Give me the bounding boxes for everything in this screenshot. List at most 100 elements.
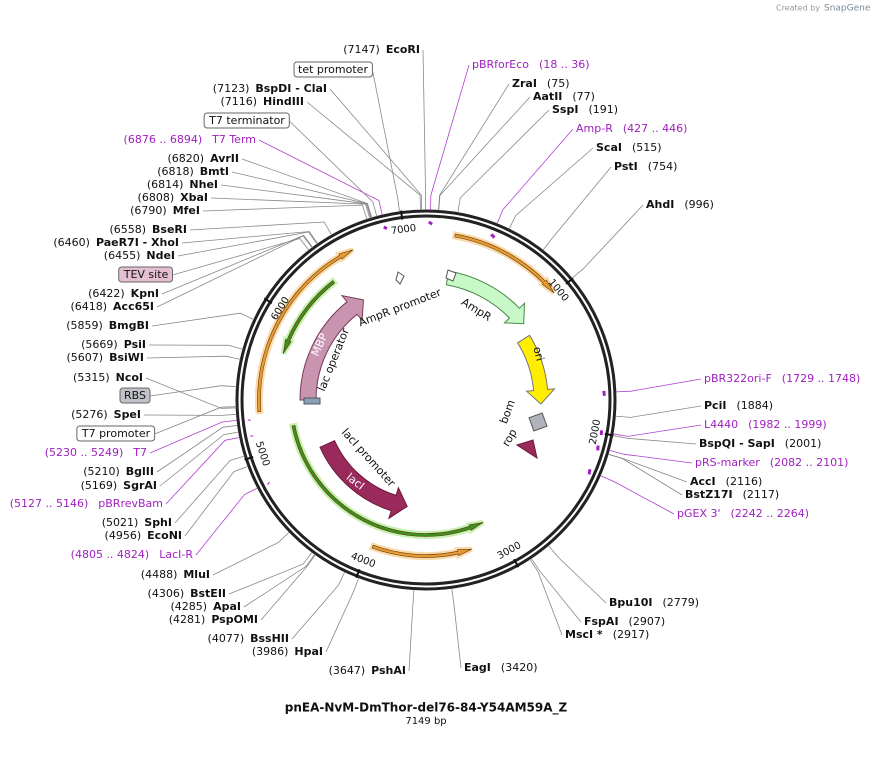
site-label: (5859) BmgBI xyxy=(66,319,149,332)
leader-line xyxy=(609,449,693,464)
site-name: PsiI xyxy=(124,338,146,351)
site-label: (5169) SgrAI xyxy=(81,479,157,492)
site-label: ScaI (515) xyxy=(596,141,662,154)
primer-range: (1982 .. 1999) xyxy=(748,418,827,431)
primer-mark xyxy=(602,390,606,397)
site-position: (6455) xyxy=(104,249,141,262)
leader-line xyxy=(165,437,240,505)
leader-line xyxy=(542,166,612,251)
site-label: FspAI (2907) xyxy=(584,615,665,628)
leader-line xyxy=(329,88,423,211)
feature-arc xyxy=(454,233,555,293)
site-name: ZraI xyxy=(512,77,537,90)
site-name: FspAI xyxy=(584,615,619,628)
site-label: (6814) NheI xyxy=(147,178,218,191)
site-name: EcoNI xyxy=(147,529,182,542)
leader-line xyxy=(228,551,313,595)
leader-line xyxy=(212,531,290,576)
site-position: (6808) xyxy=(138,191,175,204)
backbone-inner xyxy=(240,214,612,586)
site-label: PstI (754) xyxy=(614,160,677,173)
site-name: HindIII xyxy=(263,95,304,108)
feature-ampr xyxy=(445,270,526,325)
site-name: Bpu10I xyxy=(609,596,653,609)
primer-label: Amp-R (427 .. 446) xyxy=(576,122,687,135)
primer-range: (5230 .. 5249) xyxy=(45,446,124,459)
leader-line xyxy=(202,204,368,220)
site-position: (7123) xyxy=(213,82,250,95)
primer-range: (18 .. 36) xyxy=(539,58,590,71)
site-label: (6808) XbaI xyxy=(138,191,208,204)
leader-line xyxy=(146,355,241,360)
site-label: (4306) BstEII xyxy=(148,587,226,600)
site-position: (6790) xyxy=(130,204,167,217)
leader-line xyxy=(148,344,244,350)
primer-label: pRS-marker (2082 .. 2101) xyxy=(695,456,848,469)
primer-label: pBR322ori-F (1729 .. 1748) xyxy=(704,372,860,385)
site-position: (6814) xyxy=(147,178,184,191)
leader-line xyxy=(143,413,237,416)
feature-mbp xyxy=(299,294,365,401)
site-name: PspOMI xyxy=(211,613,258,626)
leader-line xyxy=(172,238,310,276)
feature-label: ori xyxy=(530,345,546,362)
site-label: SspI (191) xyxy=(552,103,618,116)
feature-box: TEV site xyxy=(118,266,174,283)
site-position: (996) xyxy=(684,198,714,211)
site-label: AhdI (996) xyxy=(646,198,714,211)
leader-line xyxy=(145,377,237,409)
site-position: (4281) xyxy=(169,613,206,626)
primer-name: T7 Term xyxy=(211,133,256,146)
site-label: (5315) NcoI xyxy=(73,371,143,384)
site-position: (2917) xyxy=(613,628,650,641)
site-name: BmgBI xyxy=(109,319,149,332)
leader-line xyxy=(529,558,563,636)
leader-line xyxy=(195,487,258,556)
site-position: (6460) xyxy=(53,236,90,249)
site-name: PshAI xyxy=(371,664,406,677)
site-position: (5276) xyxy=(71,408,108,421)
site-position: (191) xyxy=(588,103,618,116)
site-label: EagI (3420) xyxy=(464,661,537,674)
site-name: AccI xyxy=(690,475,716,488)
site-name: EagI xyxy=(464,661,491,674)
feature-arc xyxy=(257,249,353,413)
site-name: SpeI xyxy=(114,408,141,421)
site-name: BmtI xyxy=(200,165,229,178)
site-position: (2117) xyxy=(743,488,780,501)
site-position: (515) xyxy=(632,141,662,154)
leader-line xyxy=(260,554,316,621)
site-name: PciI xyxy=(704,399,726,412)
site-name: ScaI xyxy=(596,141,622,154)
leader-line xyxy=(220,184,372,219)
site-label: Bpu10I (2779) xyxy=(609,596,699,609)
leader-line xyxy=(430,64,470,211)
feature-bom xyxy=(528,412,548,432)
primer-range: (2082 .. 2101) xyxy=(770,456,849,469)
leader-line xyxy=(151,312,255,327)
primer-mark xyxy=(267,481,270,485)
leader-line xyxy=(615,405,702,418)
primer-name: L4440 xyxy=(704,418,738,431)
feature-rop xyxy=(515,439,538,460)
watermark-text: Created by xyxy=(776,4,820,13)
leader-line xyxy=(149,385,237,397)
site-position: (6418) xyxy=(70,300,107,313)
site-position: (3420) xyxy=(501,661,538,674)
site-position: (7116) xyxy=(220,95,257,108)
site-label: (4956) EcoNI xyxy=(105,529,182,542)
site-label: (4281) PspOMI xyxy=(169,613,258,626)
leader-line xyxy=(291,571,346,640)
site-name: NdeI xyxy=(146,249,175,262)
site-label: (5021) SphI xyxy=(102,516,172,529)
feature-small xyxy=(445,269,457,282)
leader-line xyxy=(422,49,427,211)
feature-lacop xyxy=(303,397,321,405)
primer-range: (2242 .. 2264) xyxy=(731,507,810,520)
site-label: (6818) BmtI xyxy=(157,165,229,178)
site-name: BsiWI xyxy=(109,351,144,364)
feature-box-label: T7 promoter xyxy=(81,427,151,440)
feature-box: T7 terminator xyxy=(203,112,290,129)
primer-label: (5230 .. 5249) T7 xyxy=(45,446,147,459)
